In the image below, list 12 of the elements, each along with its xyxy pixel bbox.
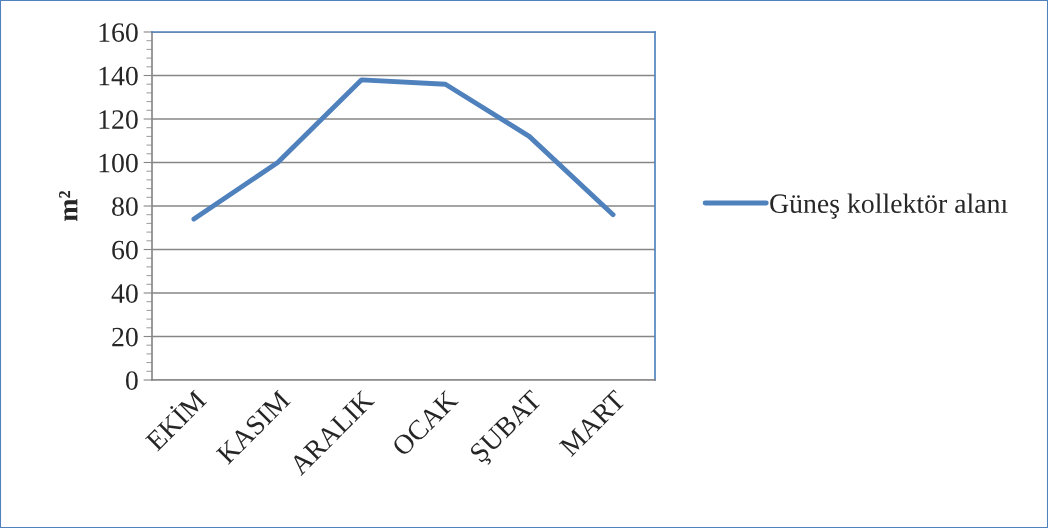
y-tick-label: 80	[112, 197, 138, 216]
y-tick-label: 20	[112, 327, 138, 347]
legend-label: Güneş kollektör alanı	[770, 193, 1008, 219]
y-tick-label: 40	[111, 284, 138, 303]
y-tick-label: 120	[99, 110, 138, 129]
line-series	[191, 77, 616, 222]
y-tick-label: 140	[99, 66, 138, 86]
y-tick-label: 0	[125, 371, 138, 390]
y-tick-label: 100	[99, 153, 138, 173]
y-tick-label: 60	[112, 240, 138, 260]
y-tick-label: 160	[99, 23, 138, 42]
y-axis-title: m²	[59, 190, 78, 221]
